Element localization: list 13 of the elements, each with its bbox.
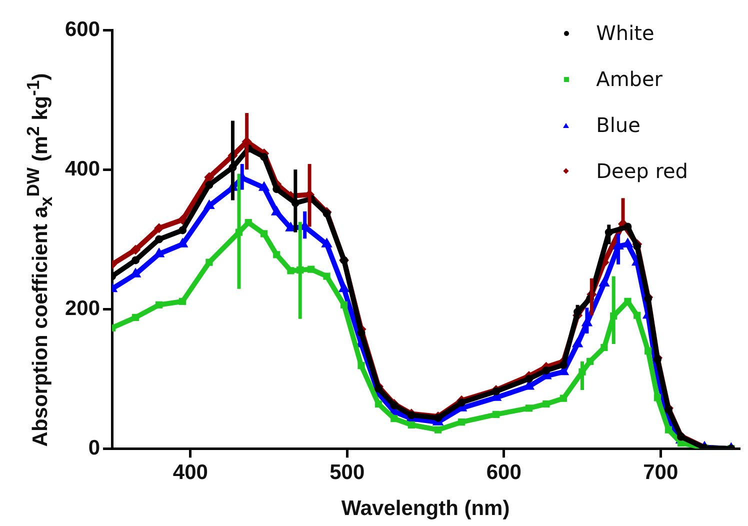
x-tick-label: 700 — [643, 460, 678, 484]
x-tick-label: 600 — [486, 460, 522, 484]
x-tick-label: 400 — [172, 460, 208, 484]
y-tick-label: 200 — [64, 296, 100, 320]
x-axis-title: Wavelength (nm) — [341, 497, 510, 520]
y-tick-label: 400 — [64, 157, 100, 180]
y-tick-label: 600 — [64, 18, 100, 41]
legend-label: Blue — [596, 113, 640, 137]
legend-label: Deep red — [596, 159, 688, 183]
legend-label: White — [596, 21, 654, 45]
legend-label: Amber — [596, 67, 663, 91]
y-tick-label: 0 — [88, 436, 100, 460]
x-tick-label: 500 — [330, 460, 365, 484]
